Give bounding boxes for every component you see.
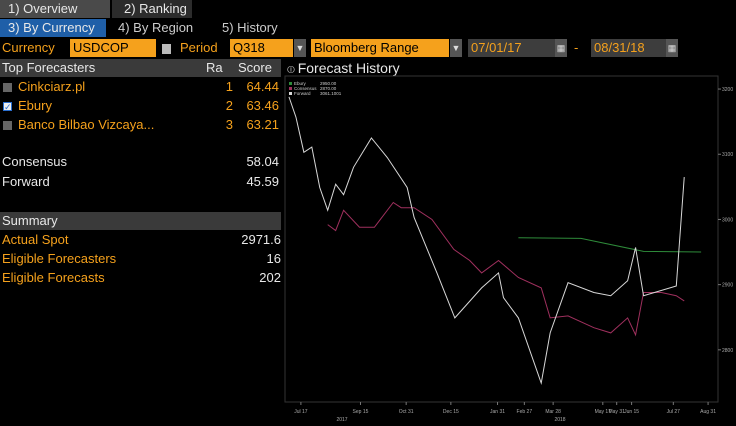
series-line <box>288 96 685 386</box>
x-tick-label: Feb 27 <box>517 409 533 415</box>
checkbox[interactable] <box>3 121 12 130</box>
x-tick-label: Jul 17 <box>294 409 308 415</box>
benchmark-value: 58.04 <box>246 154 279 169</box>
subtab[interactable]: 4) By Region <box>118 20 194 35</box>
start-date[interactable]: 07/01/17 <box>468 39 555 57</box>
legend-swatch <box>289 87 292 90</box>
plot-frame <box>284 75 719 403</box>
tab[interactable]: 2) Ranking <box>112 0 192 18</box>
x-tick-label: Oct 31 <box>399 409 414 415</box>
currency-input[interactable]: USDCOP <box>70 39 156 57</box>
summary-label: Actual Spot <box>2 232 69 247</box>
chart-icon: ⏼ <box>287 65 298 76</box>
header-cell: Top Forecasters <box>2 60 96 75</box>
dropdown[interactable]: ▼ <box>294 39 306 57</box>
forecaster-name[interactable]: Cinkciarz.pl <box>18 79 86 94</box>
summary-value: 202 <box>259 270 281 285</box>
legend-swatch <box>289 82 292 85</box>
year-label: 2018 <box>554 417 565 423</box>
header-cell[interactable]: Ra <box>206 60 223 75</box>
summary-value: 16 <box>266 251 281 266</box>
calendar[interactable]: ▦ <box>666 39 678 57</box>
dropdown[interactable]: ▼ <box>450 39 462 57</box>
chart-title: ⏼ Forecast History <box>287 59 400 77</box>
range-input[interactable]: Bloomberg Range <box>311 39 449 57</box>
icon[interactable] <box>162 44 171 54</box>
checkbox[interactable]: ✓ <box>3 102 12 112</box>
x-tick-label: Dec 15 <box>443 409 459 415</box>
summary-label: Eligible Forecasters <box>2 251 117 266</box>
x-tick-label: Mar 28 <box>545 409 561 415</box>
y-tick-label: 3200 <box>722 87 733 93</box>
y-tick-label: 3000 <box>722 217 733 223</box>
legend-label: Consensus <box>294 86 317 91</box>
series-line <box>518 237 702 253</box>
x-tick-label: Jul 27 <box>667 409 681 415</box>
forecaster-name[interactable]: Ebury <box>18 98 52 113</box>
year-label: 2017 <box>336 417 347 423</box>
legend-swatch <box>289 92 292 95</box>
subtab[interactable]: 5) History <box>222 20 278 35</box>
filter-label: Period <box>180 40 218 55</box>
legend-value: 3061.1001 <box>320 91 342 96</box>
section-header: Summary <box>0 212 281 230</box>
benchmark-label: Forward <box>2 174 50 189</box>
score: 63.21 <box>246 117 279 132</box>
score: 64.44 <box>246 79 279 94</box>
y-tick-label: 2800 <box>722 348 733 354</box>
benchmark-label: Consensus <box>2 154 68 169</box>
summary-value: 2971.6 <box>241 232 281 247</box>
calendar[interactable]: ▦ <box>555 39 567 57</box>
subtab[interactable]: 3) By Currency <box>0 19 106 37</box>
x-tick-label: May 31 <box>608 409 625 415</box>
filter-label: Currency <box>2 40 55 55</box>
header-cell[interactable]: Score <box>238 60 272 75</box>
legend-label: Ebury <box>294 81 307 86</box>
table-header <box>0 59 281 77</box>
legend-value: 2950.00 <box>320 81 337 86</box>
benchmark-value: 45.59 <box>246 174 279 189</box>
x-tick-label: May 17 <box>595 409 612 415</box>
end-date[interactable]: 08/31/18 <box>591 39 666 57</box>
score: 63.46 <box>246 98 279 113</box>
summary-label: Eligible Forecasts <box>2 270 105 285</box>
rank: 1 <box>225 79 233 94</box>
y-tick-label: 2900 <box>722 283 733 289</box>
legend-label: Forward <box>294 91 311 96</box>
legend-value: 2870.00 <box>320 86 337 91</box>
x-tick-label: Jan 31 <box>490 409 505 415</box>
x-tick-label: Sep 15 <box>353 409 369 415</box>
separator: - <box>574 40 579 55</box>
tab[interactable]: 1) Overview <box>0 0 110 18</box>
x-tick-label: Aug 31 <box>700 409 716 415</box>
chart-title-text: Forecast History <box>297 60 400 76</box>
x-tick-label: Jun 15 <box>624 409 639 415</box>
series-line <box>327 201 685 337</box>
rank: 3 <box>225 117 233 132</box>
forecaster-name[interactable]: Banco Bilbao Vizcaya... <box>18 117 155 132</box>
period-input[interactable]: Q318 <box>230 39 293 57</box>
y-tick-label: 3100 <box>722 152 733 158</box>
checkbox[interactable] <box>3 83 12 92</box>
rank: 2 <box>225 98 233 113</box>
